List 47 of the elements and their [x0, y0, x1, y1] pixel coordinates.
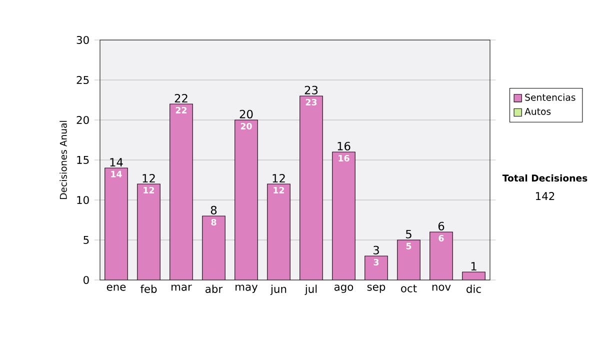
legend-label: Sentencias — [525, 94, 576, 101]
x-tick-label: mar — [172, 284, 192, 291]
total-label: 3 — [374, 246, 379, 254]
data-label: 12 — [274, 186, 284, 194]
x-tick-label: jun — [270, 284, 286, 296]
y-tick-label: 30 — [76, 36, 89, 44]
total-label: 22 — [174, 94, 188, 102]
y-tick-label: 5 — [84, 236, 89, 244]
total-label: 16 — [338, 142, 350, 150]
total-label: 6 — [438, 222, 444, 230]
data-label: 3 — [374, 258, 379, 266]
legend-label: Autos — [524, 108, 551, 115]
data-label: 5 — [406, 242, 412, 250]
x-tick-label: jul — [304, 284, 317, 296]
total-label: 8 — [210, 206, 217, 214]
y-tick-label: 20 — [76, 116, 89, 124]
x-tick-label: feb — [140, 284, 157, 293]
text: 142 — [536, 192, 554, 200]
y-tick-label: 10 — [77, 196, 89, 204]
total-label: 20 — [240, 110, 253, 118]
total-label: 12 — [272, 174, 285, 182]
y-tick-label: 25 — [76, 76, 89, 84]
x-tick-label: ene — [106, 284, 126, 291]
total-label: 5 — [406, 230, 412, 238]
x-tick-label: nov — [432, 284, 451, 291]
x-tick-label: may — [236, 284, 258, 293]
data-label: 23 — [306, 98, 317, 106]
data-label: 8 — [211, 218, 216, 226]
total-label: 23 — [304, 86, 318, 94]
x-tick-label: dic — [466, 284, 481, 293]
data-label: 6 — [438, 234, 444, 242]
total-label: 12 — [142, 174, 155, 182]
text: Total Decisiones — [502, 174, 588, 182]
x-tick-label: sep — [367, 284, 386, 293]
x-tick-label: oct — [401, 284, 417, 292]
total-label: 14 — [110, 158, 123, 166]
data-label: 12 — [144, 186, 154, 194]
y-tick-label: 15 — [77, 156, 89, 164]
y-axis-title: Decisiones Anual — [60, 120, 67, 199]
x-tick-label: ago — [334, 284, 354, 293]
data-label: 14 — [111, 170, 122, 178]
x-tick-label: abr — [206, 284, 223, 293]
data-label: 20 — [240, 122, 252, 130]
data-label: 22 — [176, 106, 187, 114]
data-label: 16 — [338, 154, 350, 162]
total-label: 1 — [471, 262, 476, 270]
y-tick-label: 0 — [84, 276, 89, 284]
